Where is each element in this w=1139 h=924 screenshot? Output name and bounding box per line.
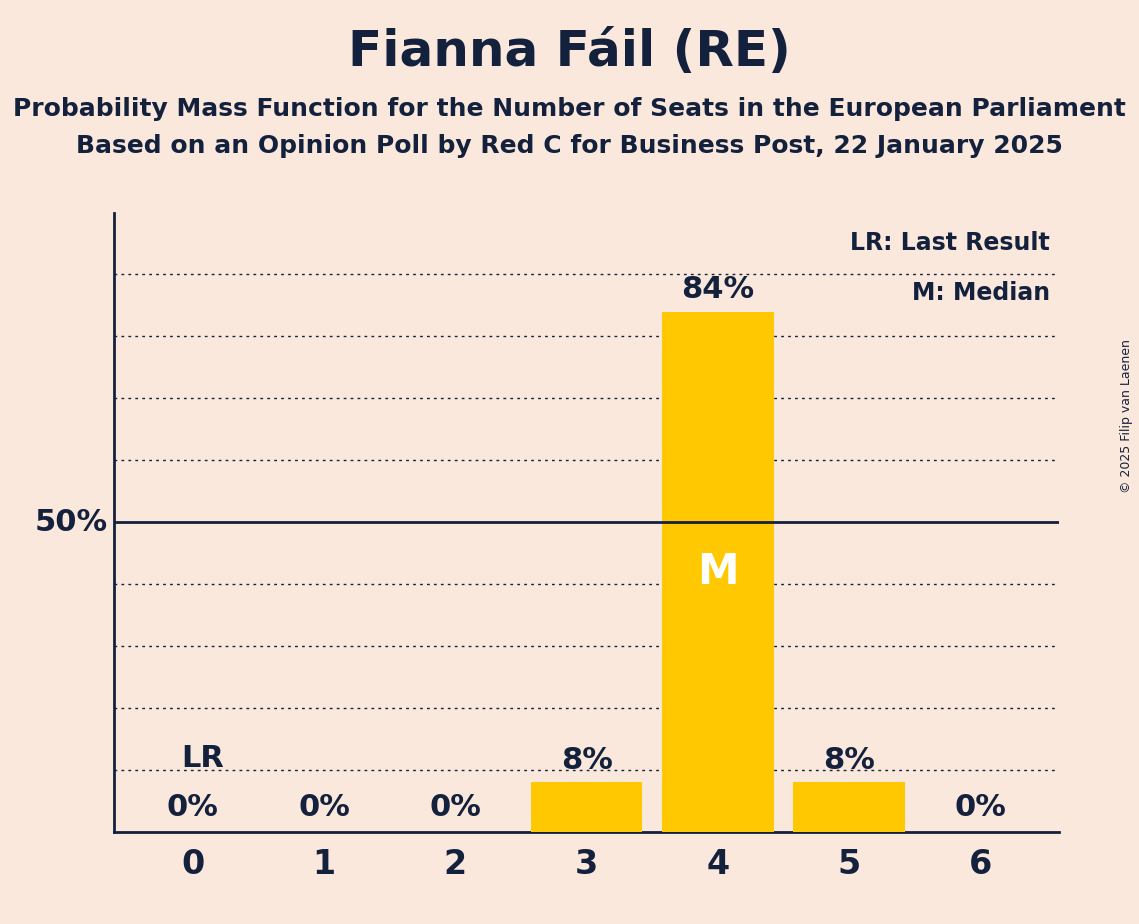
Text: 0%: 0% (298, 794, 350, 822)
Text: M: M (697, 551, 738, 592)
Bar (662, 311, 773, 832)
Text: Probability Mass Function for the Number of Seats in the European Parliament: Probability Mass Function for the Number… (13, 97, 1126, 121)
Text: Based on an Opinion Poll by Red C for Business Post, 22 January 2025: Based on an Opinion Poll by Red C for Bu… (76, 134, 1063, 158)
Text: LR: Last Result: LR: Last Result (850, 231, 1050, 255)
Bar (794, 782, 906, 832)
Text: 8%: 8% (823, 746, 875, 774)
Text: © 2025 Filip van Laenen: © 2025 Filip van Laenen (1121, 339, 1133, 492)
Text: 84%: 84% (681, 275, 754, 304)
Text: Fianna Fáil (RE): Fianna Fáil (RE) (349, 28, 790, 76)
Text: M: Median: M: Median (911, 281, 1050, 305)
Text: 0%: 0% (166, 794, 219, 822)
Bar (531, 782, 642, 832)
Text: 0%: 0% (954, 794, 1007, 822)
Text: 0%: 0% (429, 794, 481, 822)
Text: 8%: 8% (560, 746, 613, 774)
Text: LR: LR (182, 744, 224, 772)
Text: 50%: 50% (35, 507, 108, 537)
